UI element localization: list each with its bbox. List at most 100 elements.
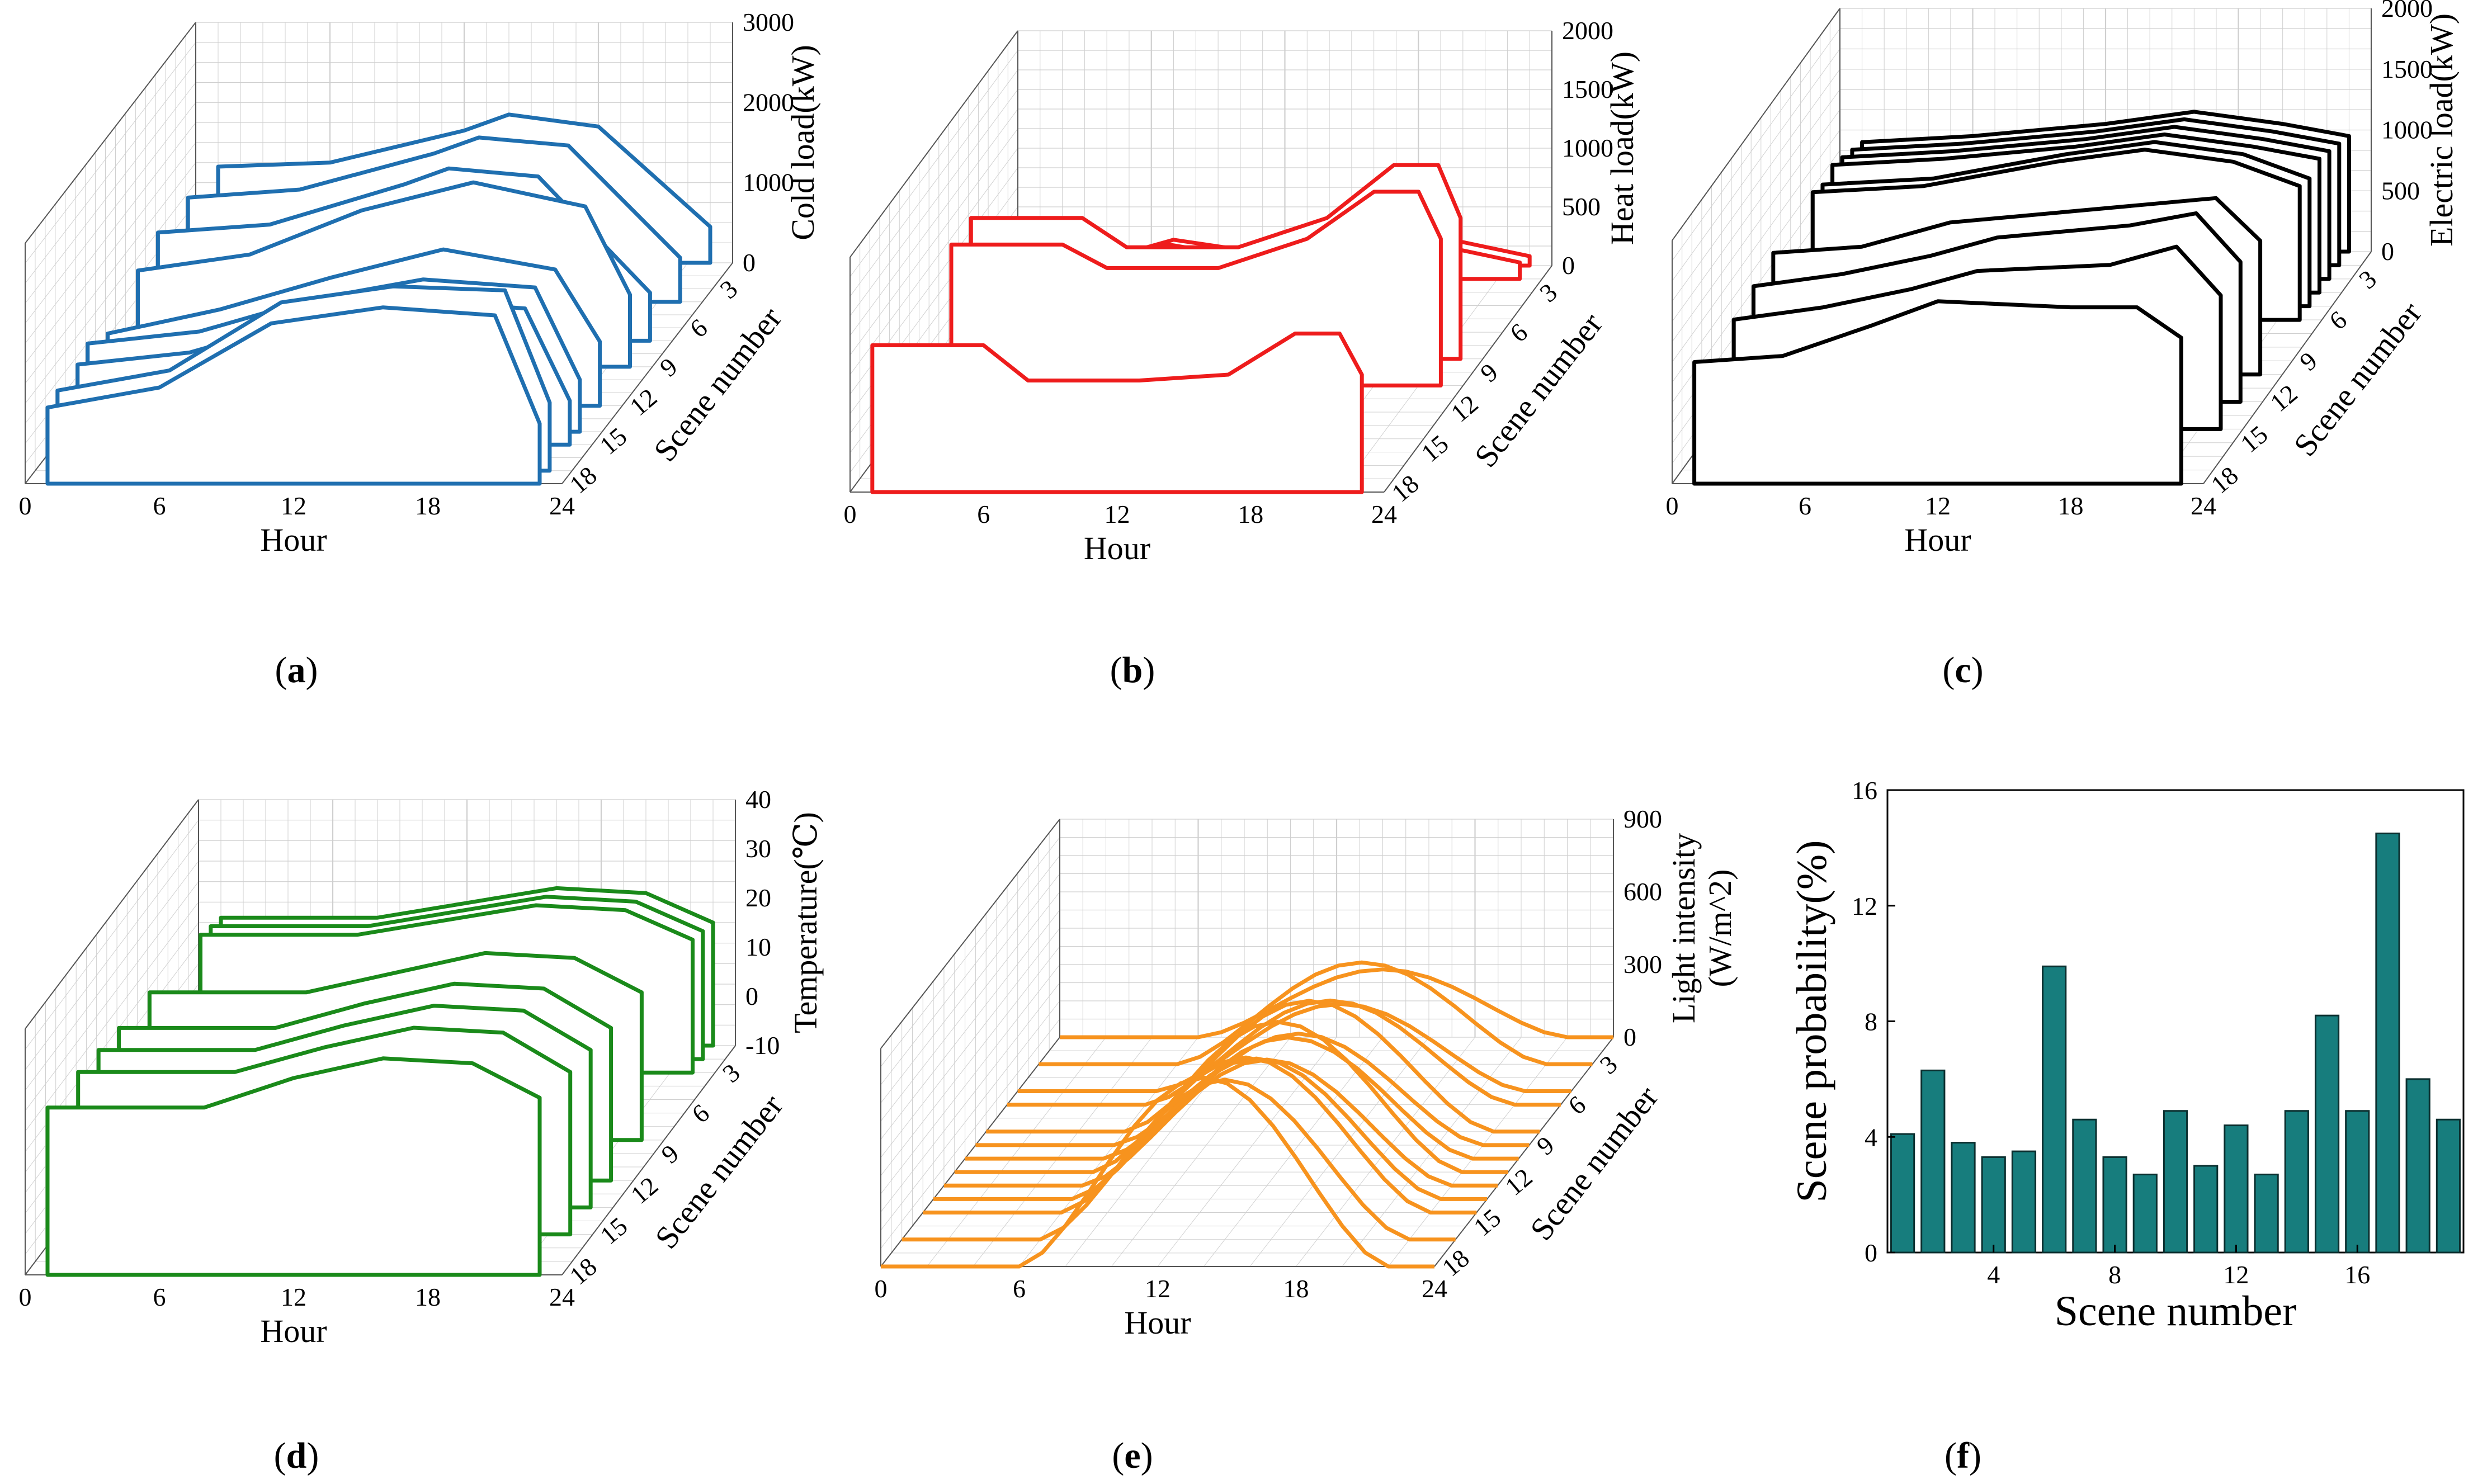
x-axis-label: Hour	[1904, 522, 1971, 558]
grid-line	[25, 82, 196, 304]
x-tick-label: 6	[1013, 1274, 1026, 1303]
axis-edge	[1434, 1037, 1614, 1267]
series-line-scene-12	[943, 1057, 1498, 1188]
caption-f: (f)	[1944, 1435, 1981, 1476]
axis-edge	[25, 22, 196, 244]
z-tick-label: 2000	[743, 88, 794, 116]
z-tick-label: 0	[1623, 1023, 1636, 1051]
x-tick-label: 24	[2191, 491, 2216, 520]
grid-line	[25, 182, 196, 404]
grid-line	[880, 928, 1060, 1158]
z-tick-label: 300	[1623, 950, 1662, 979]
z-tick-label: 1000	[2381, 116, 2433, 144]
z-tick-label: 20	[745, 883, 771, 912]
axis-edge	[1384, 265, 1552, 493]
y-axis-label: Scene probability(%)	[1788, 840, 1835, 1203]
x-tick-label: 18	[1238, 500, 1263, 528]
y-tick-label: 4	[1865, 1123, 1877, 1151]
z-tick-label: 1500	[1562, 75, 1613, 103]
grid-line	[1019, 1037, 1198, 1267]
z-tick-label: 600	[1623, 877, 1662, 906]
x-axis-label: Hour	[260, 522, 327, 558]
svg-text:(f): (f)	[1944, 1435, 1981, 1476]
series-line-scene-18	[1692, 299, 2183, 486]
bar-scene-14	[2284, 1110, 2309, 1254]
grid-line	[880, 891, 1060, 1122]
bar-scene-4	[1981, 1156, 2006, 1254]
grid-line	[880, 982, 1060, 1212]
grid-line	[1672, 130, 1840, 362]
grid-line	[25, 820, 199, 1050]
z-tick-label: 2000	[1562, 16, 1613, 45]
grid-line	[880, 1019, 1060, 1249]
bar-scene-1	[1890, 1133, 1915, 1254]
caption-b-letter: b	[1122, 650, 1143, 691]
x-tick-label: 12	[281, 491, 306, 520]
panel-b: 0 6 12 18 24 Hour 0 500 1000 1500 2000 Heat load(kW…	[844, 16, 1641, 566]
grid-line	[25, 62, 196, 283]
bar-scene-19	[2436, 1118, 2461, 1254]
series-line-scene-18	[870, 332, 1364, 494]
grid-line	[25, 142, 196, 364]
z-axis-label: Electric load(kW)	[2423, 13, 2460, 247]
bar-scene-8	[2102, 1156, 2127, 1254]
grid-line	[849, 69, 1018, 297]
series-line-scene-1	[1060, 967, 1613, 1039]
axis-edge	[25, 799, 199, 1029]
y-tick-label: 16	[1852, 776, 1877, 805]
bar-scene-12	[2224, 1124, 2249, 1254]
grid-line	[1388, 1037, 1568, 1267]
y-tick-label: 12	[1852, 892, 1877, 920]
x-tick-label: 12	[281, 1283, 306, 1311]
axis-edge	[880, 819, 1060, 1049]
bar-scene-11	[2193, 1165, 2219, 1254]
grid-line	[1672, 69, 1840, 302]
grid-line	[25, 122, 196, 344]
x-tick-label: 0	[844, 500, 857, 528]
bar-scene-5	[2011, 1150, 2037, 1254]
x-tick-label: 18	[415, 1283, 441, 1311]
x-tick-label: 18	[415, 491, 441, 520]
x-tick-label: 8	[2108, 1260, 2121, 1289]
grid-line	[1296, 1037, 1475, 1267]
series-line-scene-5	[1017, 1002, 1571, 1093]
grid-line	[1672, 109, 1840, 342]
svg-text:(b): (b)	[1110, 650, 1155, 691]
z-tick-label: 0	[743, 248, 756, 277]
grid-line	[25, 840, 199, 1070]
x-tick-label: 24	[549, 491, 575, 520]
grid-line	[849, 89, 1018, 316]
grid-line	[973, 1037, 1153, 1267]
bar-scene-13	[2254, 1173, 2279, 1254]
x-tick-label: 24	[1422, 1274, 1447, 1303]
grid-line	[880, 855, 1060, 1085]
x-tick-label: 18	[1283, 1274, 1309, 1303]
series-line-scene-13	[933, 1056, 1488, 1201]
x-tick-label: 0	[19, 1283, 32, 1311]
x-tick-label: 0	[1666, 491, 1679, 520]
series-line-scene-18	[45, 305, 542, 486]
z-tick-label: 0	[1562, 251, 1575, 280]
grid-line	[849, 128, 1018, 356]
z-tick-label: 0	[745, 982, 758, 1010]
x-tick-label: 12	[1925, 491, 1951, 520]
x-tick-label: 0	[875, 1274, 888, 1303]
caption-e-letter: e	[1124, 1435, 1140, 1476]
svg-text:(c): (c)	[1942, 650, 1983, 691]
series-line-scene-18	[45, 1056, 542, 1277]
bar-scene-2	[1920, 1069, 1946, 1254]
caption-e: (e)	[1112, 1435, 1153, 1476]
x-tick-label: 24	[1371, 500, 1397, 528]
x-tick-label: 6	[1799, 491, 1811, 520]
grid-line	[849, 148, 1018, 375]
axis-edge	[880, 1037, 1060, 1267]
grid-line	[1672, 150, 1840, 383]
x-tick-label: 12	[2223, 1260, 2249, 1289]
z-tick-label: 10	[745, 933, 771, 961]
z-axis-label: Temperature(℃)	[787, 812, 824, 1033]
z-tick-label: -10	[745, 1031, 780, 1060]
svg-text:(e): (e)	[1112, 1435, 1153, 1476]
bar-scene-3	[1951, 1142, 1976, 1254]
series-line-scene-16	[902, 1077, 1456, 1242]
